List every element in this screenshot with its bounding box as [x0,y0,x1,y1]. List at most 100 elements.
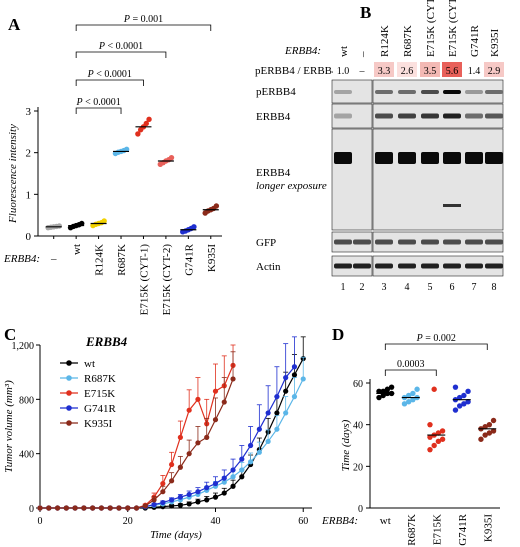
x-prefix-label: ERBB4: [321,515,358,527]
data-point [186,407,192,413]
blot-band [465,239,483,245]
data-point [291,372,298,378]
data-point [151,502,157,508]
data-point [160,499,166,506]
data-point [142,503,148,509]
data-point [300,376,306,382]
data-point [160,480,166,487]
data-point [247,442,254,449]
data-point [90,505,96,511]
data-point [177,502,183,508]
data-point [274,410,280,416]
ratio-value: 1.4 [468,66,481,77]
data-point [125,505,131,511]
data-point-e715k [427,421,433,428]
data-point [160,489,166,495]
lane-label-r687k: R687K [402,25,414,57]
data-point [133,505,140,511]
significance-bracket [75,51,167,58]
ratio-cell [352,62,372,77]
blot-band [398,152,416,164]
data-point-g741r [191,224,197,230]
y-tick-label: 60 [353,379,363,390]
blot-band [485,239,503,245]
data-point [46,505,52,511]
lane-number: 3 [382,282,387,293]
lane-label-k935i: K935I [489,29,501,57]
data-point [81,505,87,511]
data-point-wt [376,388,382,395]
panel-c: C 0 400 800 1,200 0 20 40 60 Time (days) Tumor vol… [3,325,312,541]
data-point [212,388,219,394]
blot-band-minor [443,204,461,207]
x-tick-label-r687k: R687K [116,244,128,276]
blot-band [465,263,483,269]
blot-label-perbb4: pERBB4 [256,86,296,98]
ratio-value: 2.9 [488,66,501,77]
data-point [256,426,262,432]
blot-band [398,239,416,245]
ratio-cell [484,62,504,77]
data-point-g741r [456,403,463,409]
lane-label-dash: – [357,51,369,58]
x-tick-label: 0 [38,516,43,527]
legend-label-k935i: K935I [84,418,112,430]
panel-a: A 0 1 2 3 Fluorescence intensity ERBB4: – wt R124… [3,14,222,315]
lane-label-wt: wt [338,46,350,57]
blot-band [375,113,393,119]
significance-label: P = 0.002 [416,333,456,344]
significance-bracket [384,369,437,376]
blot-band [465,113,483,119]
blot-band [375,263,393,269]
data-point-g741r [452,407,459,413]
ratio-value: 5.6 [446,66,459,77]
data-point-k935i [482,432,488,438]
series-line [40,378,304,509]
data-point [291,394,298,400]
data-point-r687k [405,392,412,399]
significance-label: P = 0.001 [123,14,163,25]
data-point [230,467,236,473]
lane-header-prefix: ERBB4: [284,45,321,57]
legend-label-g741r: G741R [84,403,116,415]
blot-label-longer-exposure: longer exposure [256,180,327,192]
data-point-g741r [461,392,467,399]
data-point-k935i [490,428,497,434]
legend-marker-wt [66,360,72,366]
blot-band [334,113,352,119]
data-point-wt [380,388,386,395]
x-tick-label-dash: – [50,253,57,265]
data-point [195,499,201,505]
data-point [63,505,69,511]
data-point [221,479,227,485]
blot-band [465,90,483,94]
data-point-r687k [401,401,408,407]
data-point-e715k-cyt-1 [146,116,152,123]
data-point [239,456,245,462]
ratio-cell [442,62,462,77]
data-point-e715k-cyt-2 [168,154,175,161]
blot-band [375,239,393,245]
ratio-cell [420,62,440,77]
data-point-k935i [486,430,493,436]
data-point [230,376,236,382]
data-point-e715k [431,442,437,449]
panel-d: D 0 20 40 60 Time (days) ERBB4: wt R687K E715K G74… [321,325,500,546]
blot-band [353,263,371,269]
lane-label-g741r: G741R [469,25,481,57]
data-point [265,438,271,445]
lane-label-r124k: R124K [379,25,391,57]
ratio-value: 1.0 [337,66,350,77]
data-point [247,459,254,465]
legend-label-wt: wt [84,358,95,370]
data-point [221,399,227,405]
data-point [291,364,298,370]
panel-label-a: A [8,15,21,34]
x-tick-label-g741r: G741R [183,243,195,275]
blot-band [485,263,503,269]
ratio-cell [333,62,353,77]
data-point [212,417,219,423]
data-point-e715k [435,430,442,436]
chart-title: ERBB4 [85,334,128,349]
